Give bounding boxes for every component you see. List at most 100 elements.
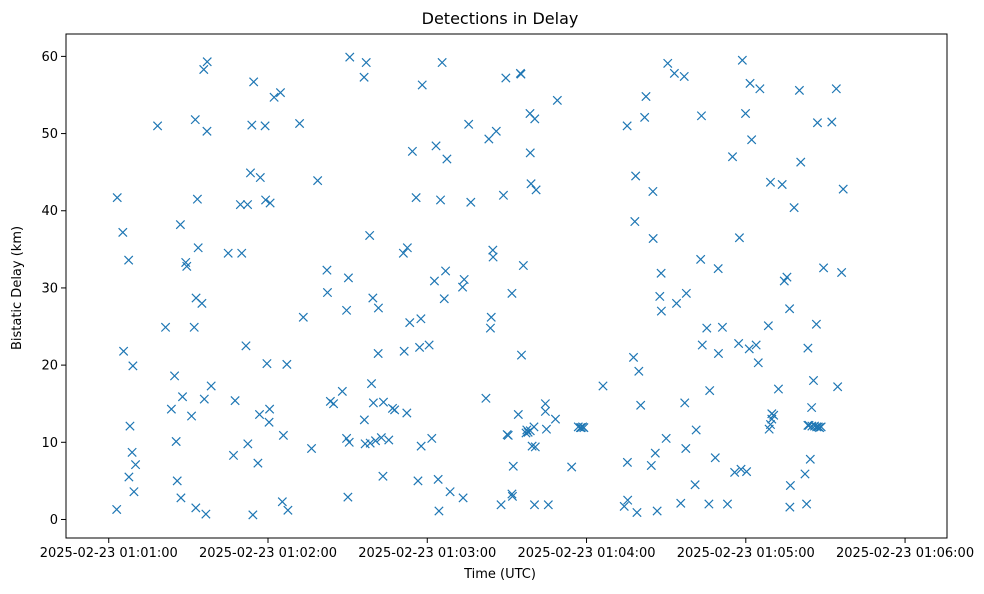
data-point [182,261,192,271]
data-point [254,409,265,420]
data-point [737,55,747,65]
data-point [199,64,209,75]
data-point [466,197,476,207]
data-point [491,126,501,136]
data-point [260,121,270,131]
data-point [249,77,259,87]
data-point [769,410,779,420]
data-point [399,346,409,356]
data-point [744,344,754,354]
y-axis: 0 10 20 30 40 50 60 [41,50,66,528]
data-point [567,462,577,472]
data-point [484,134,494,144]
data-point [531,185,541,195]
data-point [407,146,418,156]
data-point [503,430,513,440]
data-point [550,414,561,424]
data-point [370,436,381,446]
data-point [623,495,633,505]
data-point [805,454,815,464]
data-point [836,267,847,278]
data-point [779,276,789,286]
data-point [459,274,469,285]
data-point [785,502,795,512]
data-point [427,433,437,444]
data-point [378,471,388,481]
data-point [416,441,426,451]
data-point [402,243,412,253]
data-point [365,230,375,241]
data-point [322,287,333,298]
y-tick-label: 50 [41,127,58,142]
data-point [361,57,371,68]
plot-area-frame [65,33,948,539]
data-point [652,506,662,516]
data-point [247,120,257,130]
data-point [223,248,233,258]
y-tick-label: 20 [41,359,58,374]
data-point [498,190,509,200]
data-point [278,430,289,440]
data-point [734,233,745,243]
data-point [501,73,511,83]
data-point [277,497,287,507]
data-point [255,172,265,183]
data-point [661,433,671,444]
data-point [437,57,447,68]
data-point [628,352,639,363]
data-point [730,467,740,478]
data-point [442,154,452,164]
data-point [812,422,822,432]
data-point [681,443,691,454]
data-point [431,141,441,151]
data-point [619,501,629,511]
data-point [337,386,347,396]
y-tick-label: 10 [41,436,58,451]
data-point [189,322,199,332]
data-point [831,84,841,94]
data-point [124,255,134,265]
data-point [190,115,200,125]
data-point [516,350,527,360]
data-point [696,254,706,264]
data-point [322,265,332,275]
data-point [341,433,352,444]
data-point [516,69,526,79]
data-point [275,88,286,98]
data-point [112,504,122,515]
data-point [262,358,272,369]
y-tick-label: 40 [41,204,58,219]
data-point [245,168,256,178]
data-point [800,469,810,479]
data-point [838,184,848,194]
data-point [166,404,177,414]
data-point [833,382,843,392]
data-point [202,126,212,136]
data-point [125,421,135,431]
data-point [747,135,757,145]
data-point [705,385,715,396]
data-point [710,453,720,463]
data-point [328,399,339,409]
data-point [128,361,138,371]
data-point [414,342,425,352]
data-point [655,291,665,302]
data-point [641,91,651,102]
data-point [237,248,247,258]
data-point [366,379,377,389]
data-point [373,303,384,313]
data-point [376,433,386,443]
data-point [796,157,806,167]
data-point [808,375,819,386]
x-tick-label: 2025-02-23 01:04:00 [517,546,655,561]
data-point [368,398,379,408]
data-point [118,346,129,356]
data-point [298,312,308,322]
data-point [241,341,251,351]
data-point [734,338,744,349]
data-point [445,487,455,497]
data-point [681,288,691,298]
data-point [373,348,383,359]
data-point [669,68,680,78]
